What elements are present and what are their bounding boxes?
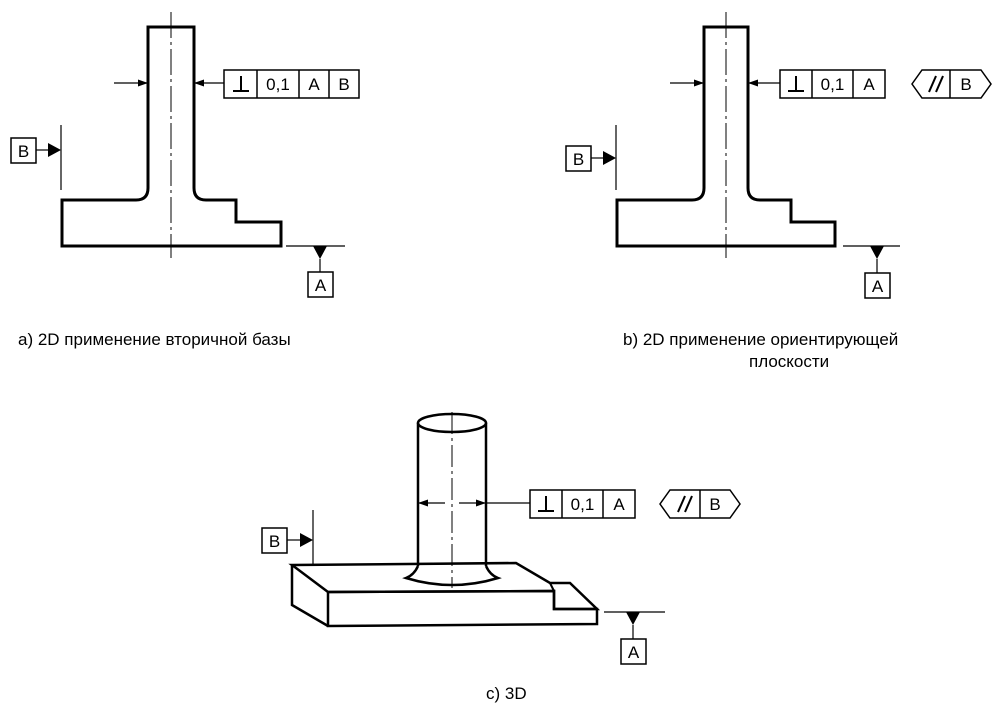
datum-a-label-b: A — [872, 277, 884, 296]
perpendicularity-icon — [233, 76, 249, 92]
datum-b-label-a: B — [18, 142, 29, 161]
datum-b-box-b — [565, 145, 592, 172]
perpendicularity-icon — [538, 496, 554, 512]
panel-b-drawing: 0,1 A B B A — [565, 12, 992, 299]
tolerance-value-c: 0,1 — [571, 495, 595, 514]
part-a-outline — [60, 25, 283, 248]
datum-a-label-c: A — [628, 643, 640, 662]
feature-control-frame-b — [779, 69, 886, 99]
datum-b-triangle-a — [48, 143, 61, 157]
caption-b-line1: b) 2D применение ориентирующей — [623, 330, 899, 349]
datum-a-box-a — [307, 271, 334, 298]
datum-a-box-c — [620, 638, 647, 665]
datum-a-triangle-b — [870, 246, 884, 259]
tolerance-value-a: 0,1 — [266, 75, 290, 94]
datum-b-triangle-c — [300, 533, 313, 547]
datum-a-triangle-c — [626, 612, 640, 625]
datum-a-label-a: A — [315, 276, 327, 295]
datum-a-box-b — [864, 272, 891, 299]
datum-b-label-b: B — [573, 150, 584, 169]
part-b-outline — [615, 25, 837, 248]
feature-control-frame-c — [529, 489, 636, 519]
orientation-plane-indicator-b — [911, 69, 992, 99]
datum-b-triangle-b — [603, 151, 616, 165]
caption-c: c) 3D — [486, 684, 527, 703]
parallelism-icon — [677, 495, 693, 513]
caption-b-line2: плоскости — [749, 352, 830, 371]
panel-a-drawing: 0,1 A B B A — [10, 12, 360, 298]
frame-datum-b1: A — [863, 75, 875, 94]
datum-b-box-c — [261, 527, 288, 554]
orientation-datum-b: B — [960, 75, 971, 94]
caption-a: a) 2D применение вторичной базы — [18, 330, 291, 349]
frame-datum-c1: A — [613, 495, 625, 514]
perpendicularity-icon — [788, 76, 804, 92]
frame-datum-a2: B — [338, 75, 349, 94]
panel-c-drawing: 0,1 A B B A — [261, 412, 741, 665]
orientation-datum-c: B — [709, 495, 720, 514]
base-plate-side-face — [290, 565, 329, 628]
base-plate-front-face — [326, 589, 599, 628]
tolerance-value-b: 0,1 — [821, 75, 845, 94]
datum-a-triangle-a — [313, 246, 327, 259]
datum-b-label-c: B — [269, 532, 280, 551]
parallelism-icon — [928, 75, 944, 93]
feature-control-frame-a — [223, 69, 360, 99]
frame-datum-a1: A — [308, 75, 320, 94]
datum-b-box-a — [10, 137, 37, 164]
